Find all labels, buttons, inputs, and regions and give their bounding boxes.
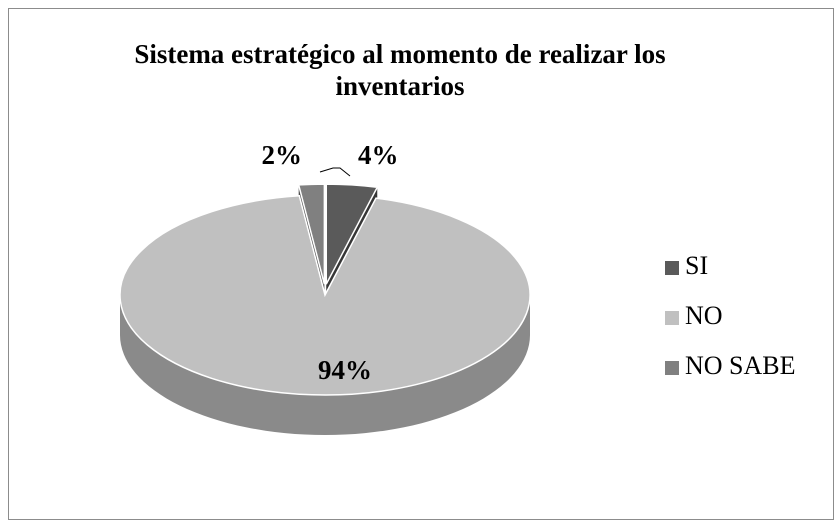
- pie-slice: [325, 183, 379, 285]
- legend-label: NO: [685, 301, 723, 330]
- chart-frame: [8, 8, 834, 520]
- leader-line: [319, 167, 351, 177]
- legend-swatch: [665, 361, 679, 375]
- pie-slice: [119, 195, 531, 396]
- chart-title: Sistema estratégico al momento de realiz…: [134, 39, 666, 101]
- slice-side: [120, 295, 530, 435]
- data-label: 2%: [262, 140, 303, 170]
- legend-label: SI: [685, 251, 708, 280]
- data-label: 94%: [318, 355, 372, 385]
- legend-label: NO SABE: [685, 351, 796, 380]
- pie-slice: [297, 183, 326, 285]
- legend-swatch: [665, 311, 679, 325]
- legend-swatch: [665, 261, 679, 275]
- data-label: 4%: [358, 140, 399, 170]
